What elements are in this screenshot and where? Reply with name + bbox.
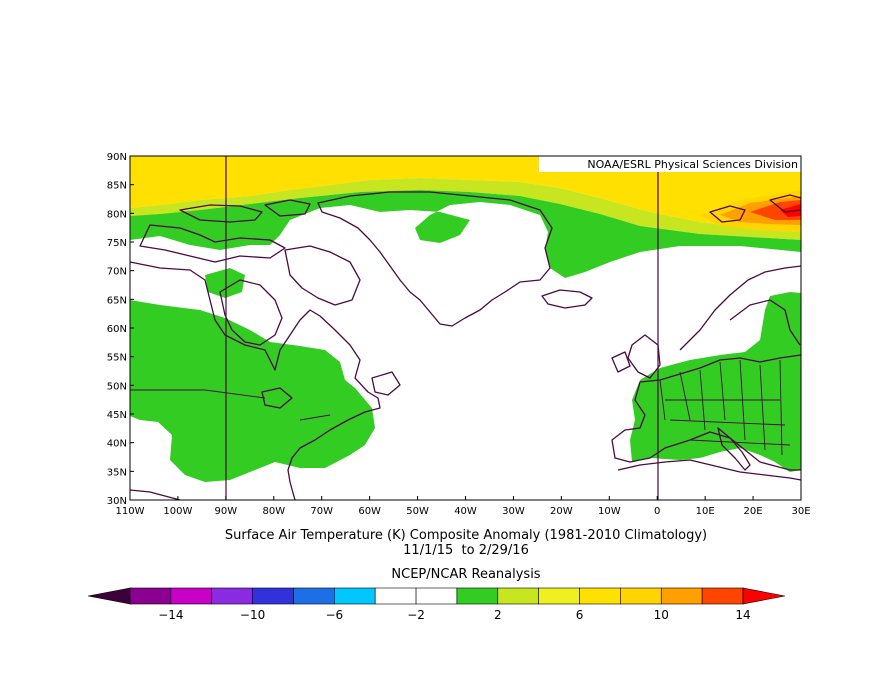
lon-tick-label: 50W [406, 506, 429, 517]
lat-tick-label: 50N [107, 381, 127, 392]
lon-tick-label: 40W [454, 506, 477, 517]
colorbar-segment [293, 587, 335, 605]
anomaly-band-yellow-green [130, 178, 801, 240]
caption-source: NCEP/NCAR Reanalysis [391, 567, 540, 582]
coast-british-isles [627, 334, 661, 379]
colorbar-label: 2 [494, 608, 502, 622]
lat-tick-label: 85N [107, 181, 127, 192]
caption-title: Surface Air Temperature (K) Composite An… [225, 528, 707, 543]
lon-tick-label: 20W [550, 506, 573, 517]
credit-box [539, 156, 801, 172]
coast-iceland [541, 289, 593, 309]
colorbar-segment [211, 587, 253, 605]
colorbar-segment [456, 587, 499, 605]
lon-tick-label: 20E [744, 506, 763, 517]
coast-baffin [284, 245, 361, 306]
anomaly-green-europe [630, 292, 801, 472]
lon-tick-label: 0 [654, 506, 660, 517]
colorbar-segment [334, 587, 376, 605]
lon-tick-label: 10E [696, 506, 715, 517]
coast-ireland [611, 351, 631, 373]
colorbar-label: −6 [325, 608, 343, 622]
colorbar-segment [579, 587, 621, 605]
credit-text: NOAA/ESRL Physical Sciences Division [587, 158, 798, 171]
colorbar-segment [660, 587, 703, 605]
anomaly-green-hudson-north [205, 268, 245, 298]
colorbar-labels: −14 −10 −6 −2 2 6 10 14 [158, 608, 750, 622]
coast-svalbard [709, 205, 746, 223]
anomaly-band-green-arctic [130, 190, 801, 278]
lat-tick-label: 55N [107, 353, 127, 364]
anomaly-band-yellow [130, 156, 801, 232]
lat-tick-label: 35N [107, 467, 127, 478]
colorbar-segment [620, 587, 662, 605]
anomaly-green-north-america [130, 300, 375, 482]
colorbar-segment [701, 587, 744, 605]
lat-tick-label: 65N [107, 295, 127, 306]
coast-scandinavia [679, 265, 801, 351]
lon-tick-label: 110W [116, 506, 145, 517]
anomaly-red-patch [780, 204, 801, 217]
colorbar [87, 587, 786, 605]
colorbar-segment [252, 587, 294, 605]
coast-western-europe [611, 354, 801, 471]
lon-tick-label: 70W [310, 506, 333, 517]
coast-southeast-us [130, 489, 181, 500]
colorbar-label: 6 [576, 608, 584, 622]
lon-tick-label: 10W [598, 506, 621, 517]
lat-tick-label: 75N [107, 238, 127, 249]
lon-tick-label: 100W [163, 506, 192, 517]
lon-tick-label: 60W [358, 506, 381, 517]
longitude-axis: 110W 100W 90W 80W 70W 60W 50W 40W 30W 20W 10W 0 10E 2… [116, 496, 811, 517]
colorbar-segment [374, 587, 417, 605]
colorbar-segment [170, 587, 213, 605]
coast-arctic-islands-1 [179, 204, 263, 223]
coast-greenland [317, 191, 553, 327]
colorbar-label: −14 [158, 608, 183, 622]
coast-great-lakes [261, 387, 293, 409]
coast-arctic-islands-2 [264, 199, 311, 217]
colorbar-arrow-left [87, 587, 131, 605]
coast-north-america [130, 261, 381, 500]
lon-tick-label: 90W [215, 506, 238, 517]
lat-tick-label: 90N [107, 152, 127, 163]
lon-tick-label: 30W [502, 506, 525, 517]
colorbar-label: −10 [240, 608, 265, 622]
lat-tick-label: 30N [107, 496, 127, 507]
map-plot-area [130, 156, 801, 500]
coastlines [130, 191, 801, 500]
coast-newfoundland [371, 371, 401, 396]
lon-tick-label: 80W [262, 506, 285, 517]
lat-tick-label: 60N [107, 324, 127, 335]
lat-tick-label: 45N [107, 410, 127, 421]
lat-tick-label: 80N [107, 209, 127, 220]
lat-tick-label: 40N [107, 439, 127, 450]
colorbar-label: 10 [654, 608, 669, 622]
latitude-axis: 90N 85N 80N 75N 70N 65N 60N 55N 50N 45N 40N 35N 30N [107, 152, 134, 507]
coast-italy [717, 427, 751, 471]
coast-novaya [769, 194, 801, 213]
colorbar-segment [129, 587, 172, 605]
lat-tick-label: 70N [107, 267, 127, 278]
caption-date-range: 11/1/15 to 2/29/16 [403, 543, 529, 558]
colorbar-label: 14 [735, 608, 750, 622]
coast-hudson-bay [219, 279, 283, 346]
country-borders [204, 359, 791, 456]
colorbar-label: −2 [407, 608, 425, 622]
coast-arctic-islands-3 [139, 224, 286, 263]
colorbar-arrow-right [742, 587, 786, 605]
colorbar-segment [497, 587, 539, 605]
coast-north-africa [617, 459, 801, 481]
colorbar-segment [538, 587, 580, 605]
lon-tick-label: 30E [791, 506, 810, 517]
colorbar-segment [415, 587, 458, 605]
